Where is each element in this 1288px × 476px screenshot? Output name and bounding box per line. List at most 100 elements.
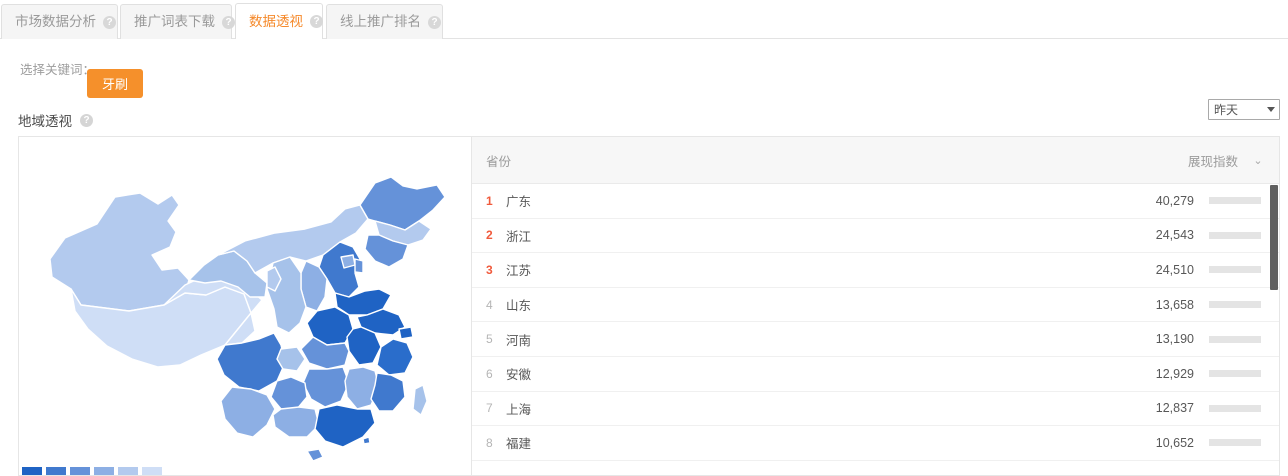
map-region-beijing: [340, 254, 356, 269]
row-province: 河南: [506, 333, 532, 348]
map-region-sichuan: [216, 332, 286, 392]
row-value: 12,837: [1155, 401, 1194, 416]
tab-label: 数据透视: [249, 13, 303, 29]
map-region-xinjiang: [49, 192, 190, 312]
table-header-row: 省份 展现指数 ⌄: [472, 137, 1279, 184]
row-rank: 4: [486, 297, 493, 312]
help-icon[interactable]: ?: [103, 15, 116, 29]
row-value: 40,279: [1155, 193, 1194, 208]
table-row[interactable]: 5 河南 13,190: [472, 322, 1279, 357]
row-value: 10,652: [1155, 435, 1194, 450]
tab-data-perspective[interactable]: 数据透视 ?: [235, 3, 323, 39]
row-province: 福建: [506, 437, 532, 452]
legend-swatch: [70, 467, 90, 475]
keyword-chip-label: 牙刷: [101, 77, 128, 92]
row-province: 广东: [506, 195, 532, 210]
map-region-chongqing: [276, 346, 306, 372]
row-bar-track: [1209, 231, 1261, 239]
map-color-legend: [22, 467, 162, 475]
chevron-down-icon: [1267, 107, 1275, 112]
help-icon[interactable]: ?: [428, 15, 441, 29]
china-map-svg: [49, 176, 446, 462]
row-value: 13,190: [1155, 332, 1194, 347]
map-region-zhejiang: [376, 338, 414, 376]
chevron-down-icon[interactable]: ⌄: [1253, 154, 1263, 167]
keyword-chip-toothbrush[interactable]: 牙刷: [87, 69, 143, 98]
row-rank: 2: [486, 228, 493, 243]
row-province: 安徽: [506, 368, 532, 383]
map-region-guizhou: [270, 376, 308, 410]
row-bar-track: [1209, 404, 1261, 412]
section-header-region-perspective: 地域透视 ?: [18, 110, 93, 130]
keyword-selection-row: 选择关键词： 牙刷 昨天: [0, 39, 1288, 120]
map-region-shanghai: [398, 326, 414, 340]
map-region-hubei: [300, 336, 350, 370]
row-province: 上海: [506, 402, 532, 417]
map-region-fujian: [370, 372, 406, 412]
row-bar-track: [1209, 266, 1261, 274]
keyword-label: 选择关键词：: [20, 63, 96, 77]
legend-swatch: [118, 467, 138, 475]
map-region-heilongjiang: [359, 176, 446, 231]
table-row[interactable]: 7 上海 12,837: [472, 391, 1279, 427]
row-bar-track: [1209, 370, 1261, 378]
tab-label: 推广词表下载: [134, 14, 215, 30]
tab-keyword-list-download[interactable]: 推广词表下载 ?: [120, 4, 235, 39]
tab-bar: 市场数据分析 ? 推广词表下载 ? 数据透视 ? 线上推广排名 ?: [0, 0, 1288, 39]
map-region-jiangsu: [356, 308, 406, 336]
map-region-ningxia: [266, 266, 282, 292]
legend-swatch: [22, 467, 42, 475]
row-rank: 1: [486, 193, 493, 208]
map-region-guangdong: [314, 404, 376, 448]
tab-label: 线上推广排名: [340, 14, 421, 30]
table-row[interactable]: 1 广东 40,279: [472, 184, 1279, 219]
help-icon[interactable]: ?: [222, 15, 235, 29]
map-region-liaoning: [364, 234, 409, 268]
table-row[interactable]: 6 安徽 12,929: [472, 356, 1279, 392]
row-bar-track: [1209, 197, 1261, 205]
row-province: 江苏: [506, 264, 532, 279]
map-region-hongkong: [362, 436, 371, 445]
row-bar-track: [1209, 335, 1261, 343]
row-province: 浙江: [506, 229, 532, 244]
map-region-tianjin: [354, 258, 364, 274]
tab-label: 市场数据分析: [15, 14, 96, 30]
date-range-select[interactable]: 昨天: [1208, 99, 1280, 120]
table-row[interactable]: 2 浙江 24,543: [472, 218, 1279, 254]
map-region-hainan: [306, 448, 324, 462]
map-region-guangxi: [272, 406, 320, 438]
row-rank: 7: [486, 401, 493, 416]
column-header-display-index[interactable]: 展现指数: [1187, 154, 1238, 169]
row-province: 山东: [506, 299, 532, 314]
help-icon[interactable]: ?: [310, 15, 323, 28]
map-region-taiwan: [412, 384, 428, 416]
column-header-province: 省份: [486, 154, 512, 169]
map-region-yunnan: [220, 386, 276, 438]
table-row[interactable]: 8 福建 10,652: [472, 426, 1279, 461]
row-value: 13,658: [1155, 297, 1194, 312]
legend-swatch: [94, 467, 114, 475]
map-region-hunan: [302, 366, 350, 408]
row-rank: 8: [486, 435, 493, 450]
map-region-inner-mongolia: [217, 204, 369, 274]
help-icon[interactable]: ?: [80, 113, 93, 127]
province-ranking-table: 省份 展现指数 ⌄ 1 广东 40,279 2 浙江 24,543 3 江苏 2…: [472, 137, 1279, 475]
row-bar-track: [1209, 301, 1261, 309]
row-value: 24,510: [1155, 262, 1194, 277]
table-row[interactable]: 4 山东 13,658: [472, 287, 1279, 323]
row-rank: 5: [486, 332, 493, 347]
tab-online-promotion-ranking[interactable]: 线上推广排名 ?: [326, 4, 443, 39]
legend-swatch: [142, 467, 162, 475]
china-choropleth-map[interactable]: [19, 137, 472, 475]
row-bar-track: [1209, 439, 1261, 447]
region-perspective-panel: 省份 展现指数 ⌄ 1 广东 40,279 2 浙江 24,543 3 江苏 2…: [18, 136, 1280, 476]
row-value: 12,929: [1155, 366, 1194, 381]
table-row[interactable]: 3 江苏 24,510: [472, 253, 1279, 288]
map-region-anhui: [346, 326, 382, 366]
table-scrollbar-thumb[interactable]: [1270, 185, 1278, 290]
legend-swatch: [46, 467, 66, 475]
row-value: 24,543: [1155, 228, 1194, 243]
row-rank: 3: [486, 262, 493, 277]
date-range-value: 昨天: [1214, 102, 1239, 117]
tab-market-data-analysis[interactable]: 市场数据分析 ?: [1, 4, 118, 39]
